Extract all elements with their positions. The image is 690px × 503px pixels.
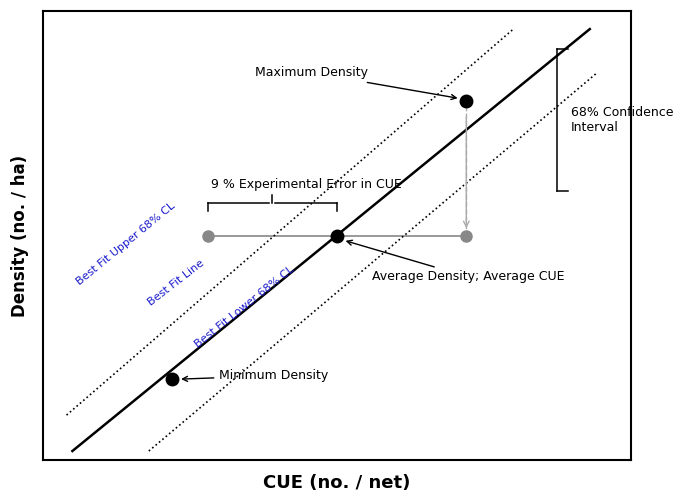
Text: 68% Confidence
Interval: 68% Confidence Interval: [571, 106, 673, 134]
Text: Minimum Density: Minimum Density: [183, 369, 328, 382]
Text: Best Fit Upper 68% CL: Best Fit Upper 68% CL: [75, 201, 177, 287]
Text: 9 % Experimental Error in CUE: 9 % Experimental Error in CUE: [210, 178, 402, 191]
Text: Maximum Density: Maximum Density: [255, 66, 456, 100]
Text: Average Density; Average CUE: Average Density; Average CUE: [347, 240, 564, 284]
Y-axis label: Density (no. / ha): Density (no. / ha): [11, 154, 29, 316]
X-axis label: CUE (no. / net): CUE (no. / net): [264, 474, 411, 492]
Text: Best Fit Line: Best Fit Line: [146, 258, 206, 307]
Text: Best Fit Lower 68% CL: Best Fit Lower 68% CL: [193, 265, 295, 350]
